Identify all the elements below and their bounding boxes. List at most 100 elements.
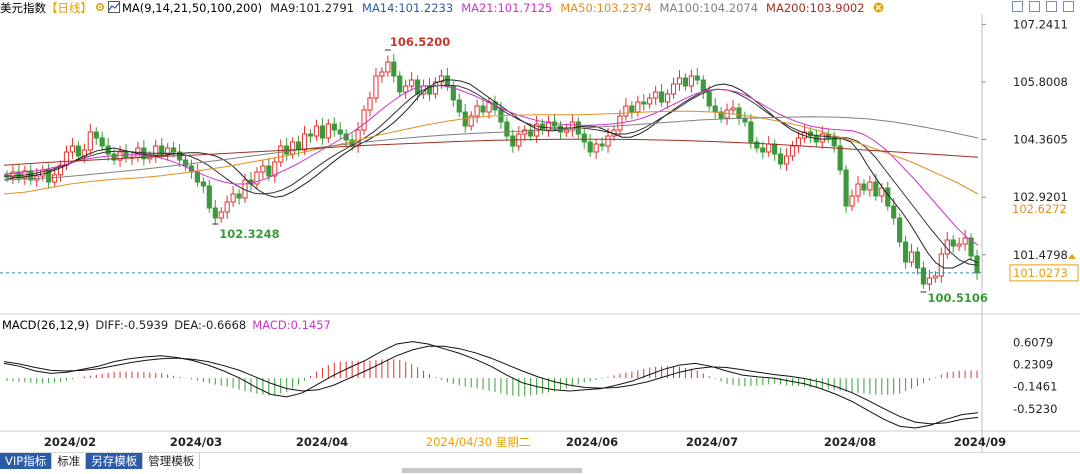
candle-body: [926, 277, 932, 285]
period-label[interactable]: 【日线】: [46, 1, 92, 15]
maximize-icon[interactable]: [1063, 1, 1074, 12]
ma50-price-mark: 102.6272: [1012, 202, 1067, 216]
candle-body: [730, 107, 736, 111]
ma-line-ma100: [3, 116, 979, 181]
candle-body: [653, 91, 659, 99]
candle-body: [843, 169, 849, 207]
chart-canvas[interactable]: 107.2411 105.8008 104.3605 102.9201 101.4798…: [0, 0, 1080, 452]
ma9-value: MA9:101.2791: [270, 1, 355, 15]
macd-dea-value: DEA:-0.6668: [174, 318, 247, 332]
chart-title: 美元指数: [0, 1, 46, 15]
split-icon[interactable]: [1029, 1, 1040, 12]
candle-body: [676, 77, 683, 85]
candle-body: [694, 75, 700, 81]
candle-body: [474, 105, 480, 117]
candle-body: [647, 97, 653, 105]
candle-body: [819, 133, 825, 143]
candle-body: [468, 115, 474, 127]
candle-body: [504, 121, 510, 137]
candle-body: [908, 251, 915, 263]
candle-body: [200, 181, 206, 187]
macd-value: MACD:0.1457: [252, 318, 331, 332]
macd-histogram: [6, 359, 978, 397]
scrollbar[interactable]: [402, 468, 582, 473]
candle-body: [641, 101, 647, 105]
candle-body: [956, 243, 962, 247]
tab-standard[interactable]: 标准: [52, 453, 87, 469]
candle-body: [438, 75, 444, 83]
candle-body: [861, 183, 867, 191]
x-axis-label: 2024/06: [566, 435, 618, 449]
settings-icon[interactable]: [94, 1, 106, 17]
ma-chart-icon: [108, 0, 120, 17]
candle-body: [75, 145, 81, 157]
candle-body: [99, 137, 105, 147]
candle-body: [254, 171, 260, 185]
ma14-value: MA14:101.2233: [362, 1, 454, 15]
candle-body: [664, 93, 671, 103]
candle-body: [682, 77, 688, 87]
candle-body: [290, 141, 296, 155]
candle-body: [212, 207, 218, 219]
candle-body: [855, 183, 861, 197]
candle-body: [171, 147, 177, 153]
ma50-value: MA50:103.2374: [560, 1, 652, 15]
candle-body: [337, 129, 343, 135]
candle-body: [831, 137, 837, 147]
macd-legend: MACD(26,12,9) DIFF:-0.5939 DEA:-0.6668 MACD…: [2, 318, 337, 332]
x-axis-label: 2024/03: [170, 435, 222, 449]
candle-body: [825, 133, 831, 139]
candle-body: [313, 125, 320, 137]
tab-vip-indicators[interactable]: VIP指标: [0, 453, 53, 469]
header-legend: 美元指数【日线】 MA(9,14,21,50,100,200) MA9:101.27…: [0, 0, 892, 16]
ma200-value: MA200:103.9002: [766, 1, 865, 15]
tab-save-template[interactable]: 另存模板: [86, 453, 144, 469]
candle-body: [266, 165, 272, 177]
candle-body: [391, 61, 397, 77]
candle-body: [932, 275, 938, 279]
layout-icon[interactable]: [1012, 1, 1023, 12]
price-alert-icon: [1068, 253, 1076, 259]
grid-icon[interactable]: [1046, 1, 1057, 12]
candle-body: [278, 145, 284, 163]
candle-body: [319, 125, 325, 139]
candle-body: [206, 185, 212, 209]
candle-body: [480, 105, 486, 113]
close-icon[interactable]: [873, 1, 884, 17]
x-axis-label: 2024/02: [44, 435, 96, 449]
candle-body: [635, 101, 641, 113]
candle-body: [218, 211, 224, 219]
candle-body: [153, 145, 159, 157]
candle-body: [510, 135, 516, 147]
candle-body: [784, 155, 790, 165]
ma-line-ma9: [3, 79, 979, 269]
ma-params: MA(9,14,21,50,100,200): [122, 1, 263, 15]
macd-tick-label: -0.5230: [1013, 402, 1057, 416]
window-controls: [1012, 1, 1074, 12]
candle-body: [69, 145, 76, 153]
ma21-value: MA21:101.7125: [461, 1, 553, 15]
candle-body: [301, 133, 308, 151]
candle-body: [903, 241, 909, 263]
macd-tick-label: -0.1461: [1013, 380, 1057, 394]
candle-body: [307, 133, 314, 137]
candle-body: [772, 143, 778, 155]
candle-body: [224, 201, 230, 213]
candle-body: [522, 129, 528, 135]
candle-body: [593, 143, 599, 153]
ma-line-ma50: [3, 110, 979, 195]
candle-body: [867, 181, 873, 191]
macd-tick-label: 0.2309: [1013, 357, 1053, 371]
candle-body: [670, 83, 677, 95]
y-tick-label: 101.4798: [1013, 248, 1068, 262]
macd-params: MACD(26,12,9): [2, 318, 90, 332]
candle-body: [659, 91, 665, 103]
candle-body: [403, 85, 409, 93]
bottom-toolbar: [0, 452, 1080, 474]
ma-line-ma200: [3, 138, 979, 166]
candle-body: [968, 237, 974, 257]
tab-manage-template[interactable]: 管理模板: [143, 453, 201, 469]
candle-body: [432, 81, 439, 95]
candle-body: [117, 151, 123, 161]
ma-line-ma21: [3, 84, 979, 246]
